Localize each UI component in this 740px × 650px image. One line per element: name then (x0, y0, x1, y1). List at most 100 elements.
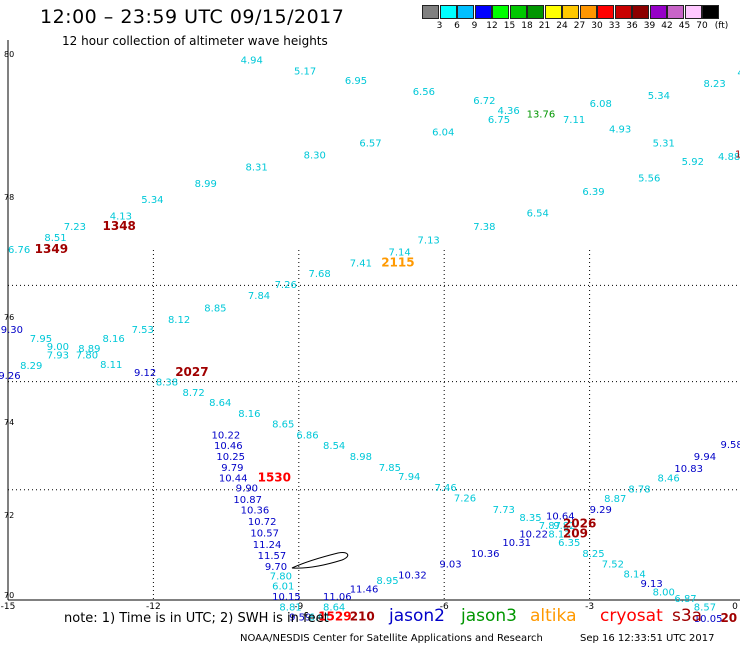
wave-height-label: 8.30 (304, 151, 326, 162)
pass-time-label: 1530 (258, 471, 291, 485)
wave-height-label: 4.13 (110, 211, 132, 222)
wave-height-label: 7.93 (47, 350, 69, 361)
legend-swatch (422, 5, 439, 19)
credit-text: NOAA/NESDIS Center for Satellite Applica… (240, 633, 543, 644)
legend-swatch (649, 5, 667, 19)
y-tick-label: 78 (4, 193, 14, 202)
wave-height-label: 9.26 (0, 371, 21, 382)
y-tick-label: 70 (4, 591, 14, 600)
x-tick-label: -12 (146, 602, 161, 612)
x-tick-label: -15 (1, 602, 16, 612)
wave-height-label: 8.95 (376, 576, 398, 587)
wave-height-label: 10.72 (248, 517, 277, 528)
wave-height-label: 10.31 (502, 538, 531, 549)
wave-height-label: 7.14 (388, 248, 410, 259)
page-title: 12:00 – 23:59 UTC 09/15/2017 (40, 6, 345, 28)
wave-height-label: 10.83 (674, 464, 703, 475)
legend-label: 39 (643, 21, 656, 31)
axis-labels: -15 -12 -9 -6 -3 0 80 78 76 74 72 70 (1, 50, 738, 612)
wave-height-label: 7.26 (275, 280, 297, 291)
wave-height-label: 7.53 (132, 325, 154, 336)
y-tick-label: 76 (4, 313, 14, 322)
legend-label: 36 (626, 21, 638, 31)
wave-height-label: 6.08 (590, 99, 612, 110)
wave-height-label: 9.12 (134, 368, 156, 379)
legend-label: 70 (696, 21, 708, 31)
wave-height-label: 7.46 (435, 483, 457, 494)
wave-height-label: 7.26 (454, 494, 476, 505)
legend-swatch (562, 5, 579, 19)
wave-height-label: 9.03 (439, 560, 461, 571)
wave-height-label: 8.64 (323, 602, 345, 613)
y-tick-label: 80 (4, 50, 14, 59)
wave-height-label: 10.15 (272, 592, 301, 603)
legend-label: 42 (661, 21, 673, 31)
wave-height-label: 6.72 (473, 96, 495, 107)
wave-height-label: 7.13 (418, 236, 440, 247)
legend-swatch (684, 5, 702, 19)
wave-height-label: 9.79 (221, 463, 243, 474)
legend-swatch (544, 5, 562, 19)
wave-height-label: 10.36 (241, 506, 270, 517)
satellite-label-jason2: jason2 (389, 606, 445, 626)
wave-height-label: 10.87 (233, 495, 262, 506)
generated-timestamp: Sep 16 12:33:51 UTC 2017 (580, 633, 715, 644)
legend-swatch (439, 5, 457, 19)
legend-swatch (509, 5, 527, 19)
wave-height-label: 7.95 (30, 334, 52, 345)
wave-height-label: 7.52 (602, 560, 624, 571)
wave-height-points: 4.94 5.17 6.95 6.56 6.724.36 13.76 6.08 5.34 8.2… (0, 55, 740, 624)
legend-swatch (614, 5, 632, 19)
legend-label: 3 (436, 21, 443, 31)
legend-swatch (702, 5, 719, 19)
wave-height-label: 8.65 (272, 420, 294, 431)
legend-label: 27 (573, 21, 586, 31)
wave-height-label: 5.34 (141, 195, 163, 206)
footer-note: note: 1) Time is in UTC; 2) SWH is in fe… (64, 611, 329, 626)
wave-height-label: 6.01 (272, 581, 294, 592)
wave-height-label: 5.31 (653, 138, 675, 149)
wave-height-label: 8.00 (653, 587, 675, 598)
legend-label: 45 (678, 21, 691, 31)
wave-height-label: 10.46 (214, 441, 243, 452)
wave-height-label: 8.25 (582, 549, 604, 560)
wave-height-label: 8.46 (657, 474, 679, 485)
pass-time-label: 210 (350, 610, 375, 624)
satellite-label-cryosat: cryosat (600, 606, 663, 626)
legend-label: 33 (608, 21, 621, 31)
wave-height-label: 6.57 (359, 138, 381, 149)
wave-height-label: 11.06 (323, 592, 352, 603)
wave-height-label: 9.59 (289, 613, 311, 624)
wave-height-label: 8.29 (20, 361, 42, 372)
legend-unit: (ft) (714, 21, 729, 31)
wave-height-label: 7.87 (539, 521, 561, 532)
wave-height-label: 8.16 (103, 334, 125, 345)
wave-height-label: 8.78 (628, 485, 650, 496)
wave-height-label: 7.84 (248, 291, 270, 302)
wave-height-label: 6.87 (674, 594, 696, 605)
x-tick-label: 0 (732, 602, 738, 612)
pass-time-label: 2027 (175, 365, 208, 379)
pass-time-label: 1529 (318, 610, 351, 624)
y-tick-label: 72 (4, 511, 14, 520)
legend-swatch (492, 5, 509, 19)
page-subtitle: 12 hour collection of altimeter wave hei… (62, 34, 328, 48)
wave-height-label: 6.56 (413, 87, 435, 98)
wave-height-label: 9.58 (720, 440, 740, 451)
legend-label: 12 (486, 21, 498, 31)
wave-height-label: 10.05 (694, 614, 723, 625)
wave-height-label: 8.54 (323, 441, 345, 452)
wave-height-label: 8.11 (100, 360, 122, 371)
wave-height-label: 11.46 (350, 585, 379, 596)
wave-height-label: 9.94 (694, 452, 716, 463)
legend-label: 15 (503, 21, 516, 31)
wave-height-label: 7.94 (398, 472, 420, 483)
pass-time-label: 1348 (103, 219, 136, 233)
wave-height-label: 8.23 (703, 79, 725, 90)
wave-height-label: 8.14 (624, 569, 646, 580)
legend-swatch (597, 5, 614, 19)
wave-height-label: 10.22 (519, 529, 548, 540)
legend-label: 24 (556, 21, 568, 31)
wave-height-label: 10.22 (212, 430, 241, 441)
pass-time-label: 20 (720, 611, 737, 625)
